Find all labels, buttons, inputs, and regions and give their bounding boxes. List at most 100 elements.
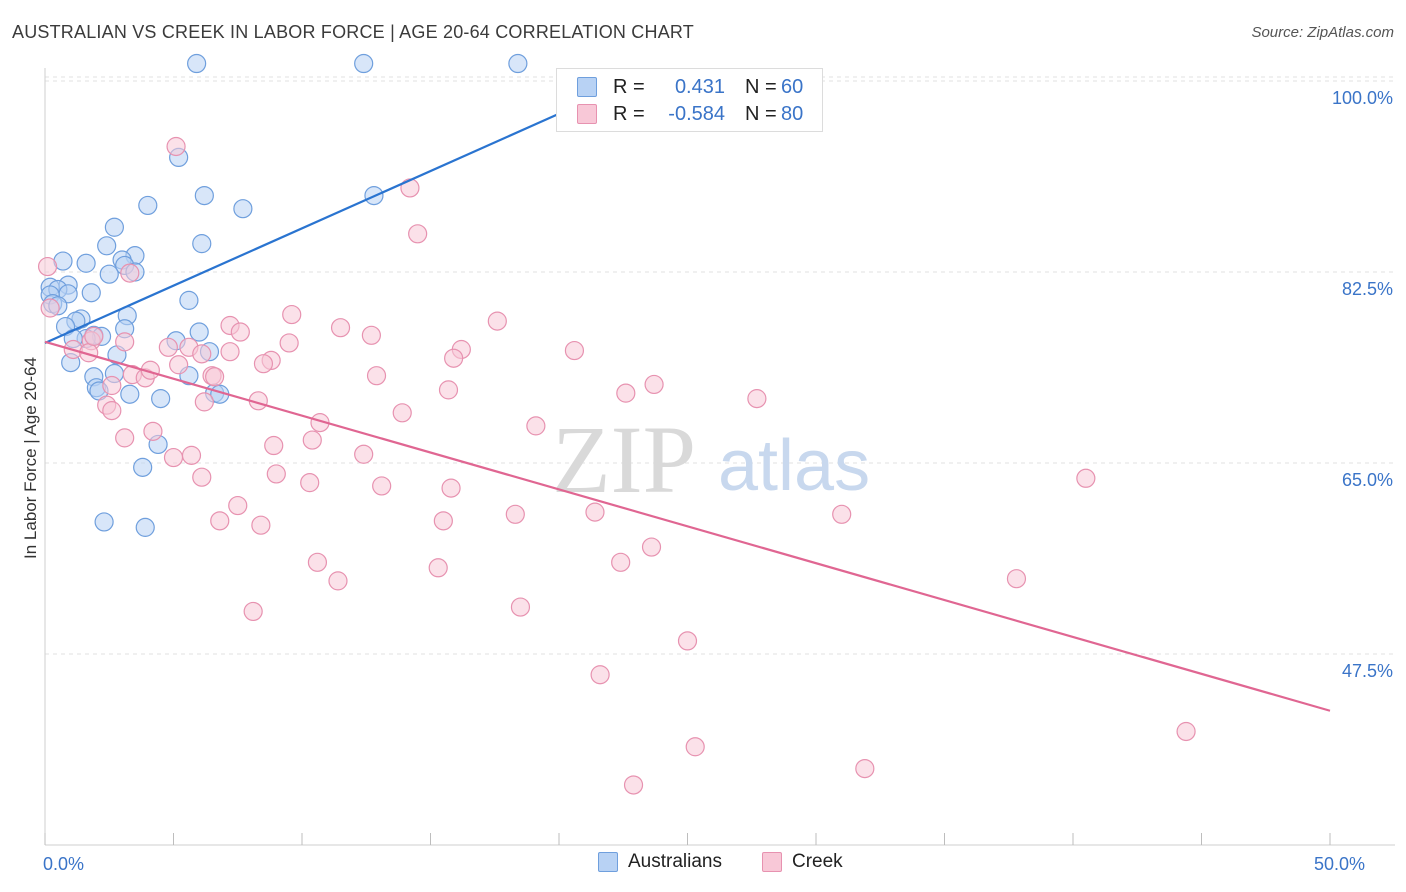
creek-point <box>228 495 248 516</box>
gridlines <box>45 76 1395 655</box>
creek-point <box>243 601 263 622</box>
creek-point <box>685 737 705 757</box>
creek-point <box>102 401 122 421</box>
legend-row-australians: R = 0.431 N = 60 <box>577 75 803 99</box>
creek-point <box>192 467 212 487</box>
creek-point <box>441 478 461 498</box>
creek-point <box>220 342 240 362</box>
creek-point <box>361 325 381 345</box>
data-points <box>37 53 1196 795</box>
creek-point <box>328 571 348 591</box>
legend-n-label: N = <box>745 102 777 125</box>
creek-point <box>84 326 104 346</box>
creek-point <box>1176 721 1196 742</box>
bottom-legend-creek: Creek <box>762 851 843 873</box>
creek-point <box>192 344 212 364</box>
watermark-zip: ZIP <box>552 406 696 513</box>
creek-point <box>747 389 767 409</box>
australian-point <box>81 283 101 303</box>
legend-swatch-blue <box>577 77 597 97</box>
legend-r-value: 0.431 <box>674 75 725 98</box>
creek-point <box>644 374 664 395</box>
creek-point <box>194 392 214 412</box>
creek-point <box>300 473 320 493</box>
legend-row-creek: R = -0.584 N = 80 <box>577 102 803 126</box>
creek-point <box>253 354 274 374</box>
creek-point <box>408 224 428 244</box>
creek-point <box>210 511 230 531</box>
australian-point <box>192 234 212 254</box>
bottom-legend-australians: Australians <box>598 851 722 873</box>
creek-point <box>205 367 225 387</box>
tick-labels: 100.0% 82.5% 65.0% 47.5% 0.0% 50.0% <box>43 88 1393 874</box>
creek-point <box>400 178 420 198</box>
y-tick-label: 47.5% <box>1342 661 1393 681</box>
legend-n-value: 80 <box>781 102 804 125</box>
legend-r-label: R = <box>613 75 645 98</box>
creek-point <box>307 552 328 572</box>
creek-point <box>487 311 507 331</box>
creek-point <box>433 511 453 531</box>
y-axis-title: In Labor Force | Age 20-64 <box>21 357 40 559</box>
axes <box>44 68 1395 846</box>
y-tick-label: 100.0% <box>1332 88 1393 108</box>
creek-point <box>302 430 322 450</box>
creek-point <box>181 445 202 465</box>
creek-point <box>1006 569 1027 589</box>
creek-point <box>585 502 605 522</box>
australian-point <box>133 457 153 477</box>
creek-point <box>264 435 284 456</box>
australian-point <box>187 53 207 74</box>
australian-point <box>138 195 158 216</box>
creek-point <box>230 322 250 342</box>
bottom-legend-swatch-pink <box>762 852 782 872</box>
chart-title: AUSTRALIAN VS CREEK IN LABOR FORCE | AGE… <box>12 22 694 42</box>
creek-point <box>623 775 644 795</box>
creek-point <box>677 631 698 651</box>
creek-point <box>372 476 392 496</box>
australian-point <box>179 290 199 310</box>
y-tick-label: 65.0% <box>1342 470 1393 490</box>
creek-point <box>444 348 464 368</box>
creek-point <box>115 332 135 352</box>
creek-point <box>855 758 875 779</box>
x-tick-label: 50.0% <box>1314 854 1365 874</box>
creek-point <box>282 304 302 325</box>
australian-point <box>194 186 214 206</box>
bottom-legend-swatch-blue <box>598 852 618 872</box>
creek-point <box>169 355 189 375</box>
creek-point <box>279 333 299 353</box>
creek-point <box>510 597 531 617</box>
creek-point <box>102 375 122 396</box>
australian-point <box>508 53 528 74</box>
creek-point <box>366 366 387 386</box>
legend-r-value: -0.584 <box>668 102 725 125</box>
creek-point <box>392 403 412 423</box>
australian-point <box>99 264 119 284</box>
australian-point <box>151 389 171 409</box>
creek-point <box>158 337 178 357</box>
creek-point <box>37 256 58 277</box>
creek-point <box>616 383 636 403</box>
watermark-atlas: atlas <box>718 426 870 506</box>
australian-point <box>76 253 96 273</box>
creek-point <box>163 447 184 468</box>
creek-point <box>1076 468 1096 488</box>
legend-n-value: 60 <box>781 75 804 98</box>
creek-point <box>611 552 631 572</box>
legend-r-label: R = <box>613 102 645 125</box>
legend-n-label: N = <box>745 75 777 98</box>
watermark: ZIP atlas <box>552 406 870 513</box>
creek-point <box>590 665 610 685</box>
creek-point <box>115 428 135 448</box>
creek-point <box>641 537 662 557</box>
creek-point <box>330 318 351 338</box>
australian-point <box>94 512 114 532</box>
australian-point <box>354 53 374 74</box>
y-tick-label: 82.5% <box>1342 279 1393 299</box>
x-tick-label: 0.0% <box>43 854 84 874</box>
legend-swatch-pink <box>577 104 597 124</box>
australian-point <box>120 384 140 404</box>
trend-lines <box>44 112 1331 712</box>
